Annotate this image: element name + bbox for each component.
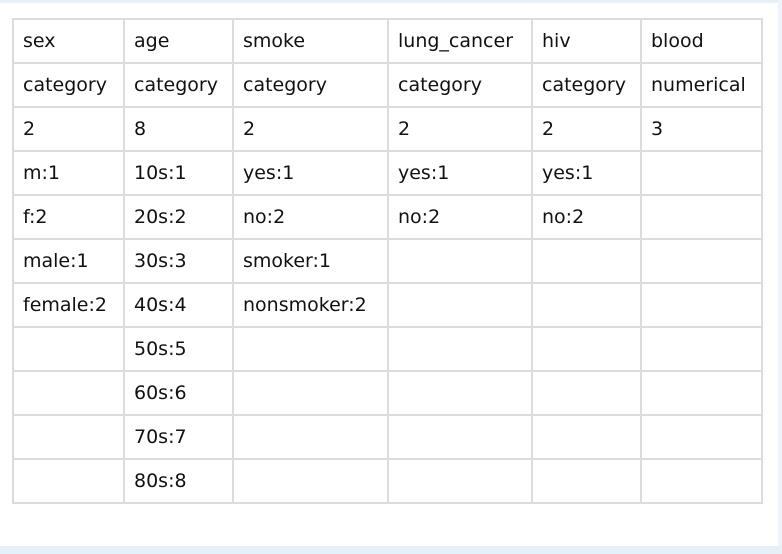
- table-cell: smoker:1: [232, 238, 389, 284]
- table-cell: male:1: [12, 238, 125, 284]
- table-row: category category category category category…: [12, 62, 763, 108]
- table-cell: 50s:5: [123, 326, 234, 372]
- table-row: m:1 10s:1 yes:1 yes:1 yes:1: [12, 150, 763, 196]
- table-cell: [387, 458, 533, 504]
- table-cell: [531, 414, 642, 460]
- table-cell: category: [12, 62, 125, 108]
- table-cell: [12, 326, 125, 372]
- table-cell: 40s:4: [123, 282, 234, 328]
- table-row: 70s:7: [12, 414, 763, 460]
- table-cell: [232, 370, 389, 416]
- table-cell: [640, 458, 763, 504]
- table-cell: 80s:8: [123, 458, 234, 504]
- table-row: 60s:6: [12, 370, 763, 416]
- table-cell: 2: [12, 106, 125, 152]
- table-cell: [387, 282, 533, 328]
- table-row: female:2 40s:4 nonsmoker:2: [12, 282, 763, 328]
- table-cell: no:2: [387, 194, 533, 240]
- table-cell: [232, 414, 389, 460]
- table-row: 80s:8: [12, 458, 763, 504]
- table-cell: age: [123, 18, 234, 64]
- table-cell: [387, 370, 533, 416]
- table-cell: [640, 194, 763, 240]
- table-cell: [531, 326, 642, 372]
- table-cell: 3: [640, 106, 763, 152]
- table-cell: 10s:1: [123, 150, 234, 196]
- table-cell: 20s:2: [123, 194, 234, 240]
- table-cell: yes:1: [531, 150, 642, 196]
- table-cell: 30s:3: [123, 238, 234, 284]
- table-cell: [531, 458, 642, 504]
- table-cell: yes:1: [387, 150, 533, 196]
- table-cell: yes:1: [232, 150, 389, 196]
- table-cell: 2: [531, 106, 642, 152]
- table-cell: [12, 414, 125, 460]
- table-cell: [232, 458, 389, 504]
- table-cell: 2: [387, 106, 533, 152]
- table-cell: [387, 414, 533, 460]
- table-cell: numerical: [640, 62, 763, 108]
- table-cell: 2: [232, 106, 389, 152]
- table-cell: [531, 238, 642, 284]
- table-cell: [640, 150, 763, 196]
- table-cell: [531, 370, 642, 416]
- table-cell: f:2: [12, 194, 125, 240]
- table-cell: nonsmoker:2: [232, 282, 389, 328]
- table-cell: [640, 414, 763, 460]
- table-cell: m:1: [12, 150, 125, 196]
- table-cell: [640, 282, 763, 328]
- table-cell: [640, 326, 763, 372]
- right-band: [778, 0, 782, 554]
- data-table: sex age smoke lung_cancer hiv blood category ca…: [12, 18, 763, 504]
- table-cell: 8: [123, 106, 234, 152]
- table-row: male:1 30s:3 smoker:1: [12, 238, 763, 284]
- table-cell: [387, 326, 533, 372]
- table-cell: 60s:6: [123, 370, 234, 416]
- table-row: sex age smoke lung_cancer hiv blood: [12, 18, 763, 64]
- table-cell: no:2: [232, 194, 389, 240]
- table-cell: blood: [640, 18, 763, 64]
- table-cell: [12, 458, 125, 504]
- bottom-band: [0, 546, 782, 554]
- table-cell: sex: [12, 18, 125, 64]
- table-body: sex age smoke lung_cancer hiv blood category ca…: [12, 18, 763, 504]
- table-cell: [640, 370, 763, 416]
- table-cell: category: [531, 62, 642, 108]
- table-cell: no:2: [531, 194, 642, 240]
- table-row: f:2 20s:2 no:2 no:2 no:2: [12, 194, 763, 240]
- top-band: [0, 0, 782, 3]
- table-cell: [531, 282, 642, 328]
- table-cell: [232, 326, 389, 372]
- table-row: 50s:5: [12, 326, 763, 372]
- table-cell: category: [232, 62, 389, 108]
- table-cell: [640, 238, 763, 284]
- table-cell: [387, 238, 533, 284]
- table-cell: category: [387, 62, 533, 108]
- table-cell: category: [123, 62, 234, 108]
- table-cell: hiv: [531, 18, 642, 64]
- table-cell: [12, 370, 125, 416]
- table-cell: smoke: [232, 18, 389, 64]
- table-cell: 70s:7: [123, 414, 234, 460]
- table-cell: lung_cancer: [387, 18, 533, 64]
- table-cell: female:2: [12, 282, 125, 328]
